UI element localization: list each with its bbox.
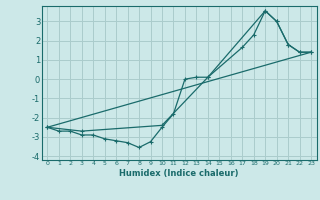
X-axis label: Humidex (Indice chaleur): Humidex (Indice chaleur)	[119, 169, 239, 178]
